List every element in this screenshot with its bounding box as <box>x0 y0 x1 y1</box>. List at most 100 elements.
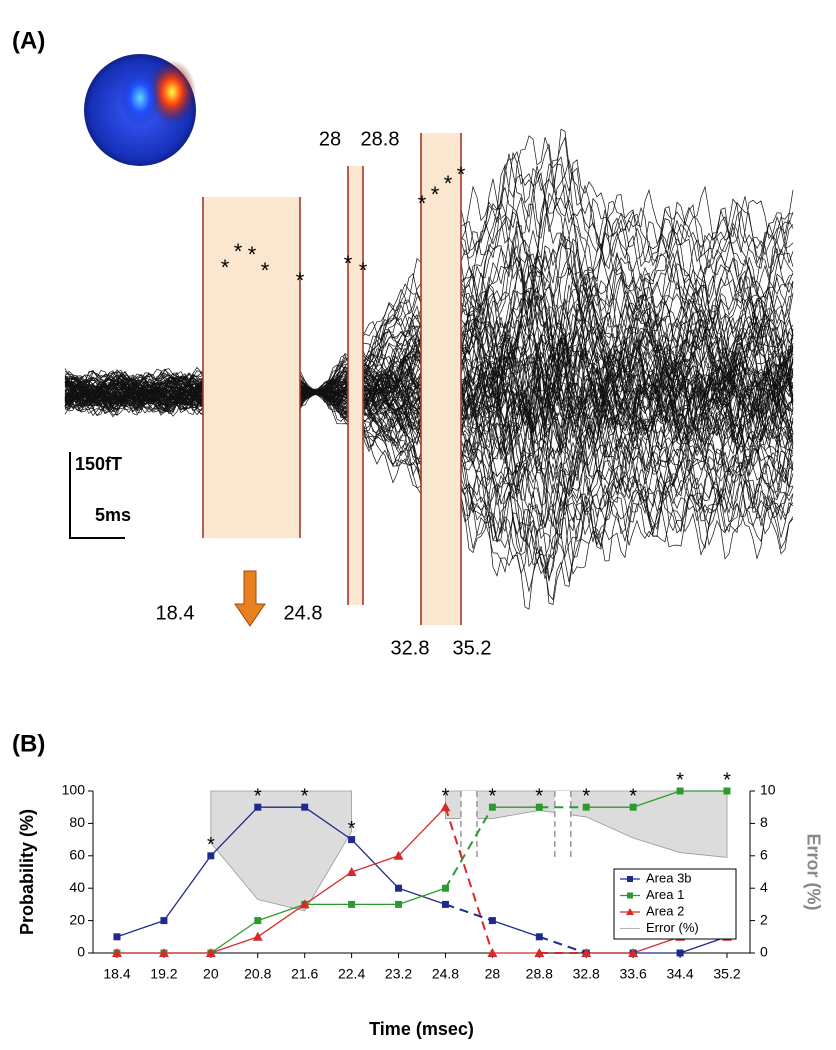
significance-star: * <box>444 171 453 196</box>
significance-star: * <box>207 834 215 856</box>
series-segment <box>538 935 587 954</box>
series-segment <box>398 887 446 906</box>
x-tick-label: 28 <box>485 966 501 982</box>
data-point <box>205 948 216 957</box>
x-tick-label: 33.6 <box>620 966 647 982</box>
legend-label: Area 3b <box>646 870 692 885</box>
axis-break <box>460 791 477 857</box>
series-segment <box>444 806 494 954</box>
data-point <box>395 900 403 908</box>
series-segment <box>210 920 259 954</box>
significance-star: * <box>442 785 450 807</box>
window-end-label: 24.8 <box>284 602 323 624</box>
series-segment <box>445 903 493 922</box>
data-point <box>113 933 121 941</box>
x-tick-label: 24.8 <box>432 966 459 982</box>
data-point <box>160 917 168 925</box>
window-start-label: 28 <box>319 128 341 150</box>
legend-label: Area 1 <box>646 887 684 902</box>
data-point <box>535 803 543 811</box>
legend-label: Area 2 <box>646 903 684 918</box>
series-segment <box>304 871 352 905</box>
window-end-label: 35.2 <box>453 637 492 659</box>
y-tick-label: 100 <box>62 782 86 798</box>
series-segment <box>116 919 165 938</box>
arrow <box>234 570 266 627</box>
data-point <box>299 899 310 909</box>
data-point <box>441 884 449 892</box>
y2-tick-label: 6 <box>760 847 768 863</box>
y2-tick-label: 2 <box>760 911 768 927</box>
data-point <box>158 948 169 957</box>
y-tick-label: 40 <box>69 879 85 895</box>
significance-star: * <box>348 818 356 840</box>
data-point <box>440 802 451 812</box>
series-segment <box>398 806 446 857</box>
significance-star: * <box>296 268 305 293</box>
y2-tick-label: 0 <box>760 944 768 960</box>
x-tick-label: 21.6 <box>291 966 318 982</box>
data-point <box>488 917 496 925</box>
y-tick-label: 80 <box>69 814 85 830</box>
x-tick-label: 34.4 <box>666 966 693 982</box>
y2-tick-label: 8 <box>760 814 768 830</box>
time-window <box>421 133 461 625</box>
data-point <box>628 948 639 957</box>
significance-star: * <box>535 785 543 807</box>
data-point <box>676 787 684 795</box>
legend-box <box>613 868 737 940</box>
y-tick-label: 0 <box>77 944 85 960</box>
data-point <box>395 884 403 892</box>
window-start-label: 18.4 <box>156 602 195 624</box>
x-axis-title: Time (msec) <box>369 1019 474 1039</box>
head-blue-spot <box>120 70 160 126</box>
panel-label: (A) <box>12 27 45 54</box>
x-tick-label: 18.4 <box>103 966 130 982</box>
time-window <box>348 166 363 605</box>
significance-star: * <box>629 785 637 807</box>
series-segment <box>444 806 494 889</box>
significance-star: * <box>723 769 731 791</box>
series-segment <box>632 790 681 808</box>
x-tick-label: 32.8 <box>573 966 600 982</box>
significance-star: * <box>301 785 309 807</box>
significance-star: * <box>582 785 590 807</box>
data-point <box>629 803 637 811</box>
data-point <box>581 948 592 957</box>
significance-star: * <box>676 769 684 791</box>
series-segment <box>163 855 212 921</box>
window-start-label: 32.8 <box>391 637 430 659</box>
series-segment <box>351 855 399 873</box>
data-point <box>301 803 309 811</box>
head-red-spot <box>148 60 196 124</box>
legend-label: Error (%) <box>646 920 699 935</box>
series-segment <box>304 806 352 841</box>
data-point <box>348 836 356 844</box>
y-tick-label: 20 <box>69 911 85 927</box>
data-point <box>393 850 404 860</box>
x-tick-label: 19.2 <box>150 966 177 982</box>
significance-star: * <box>359 258 368 283</box>
data-point <box>112 948 122 957</box>
series-segment <box>257 903 305 922</box>
x-tick-label: 20 <box>203 966 219 982</box>
data-point <box>534 948 545 957</box>
x-tick-label: 22.4 <box>338 966 365 982</box>
data-point <box>252 931 263 941</box>
legend-marker <box>627 876 633 882</box>
data-point <box>676 949 684 957</box>
y2-axis-title: Error (%) <box>803 833 823 910</box>
series-segment <box>257 903 306 938</box>
data-point <box>254 917 262 925</box>
data-point <box>535 933 543 941</box>
significance-star: * <box>234 239 243 264</box>
significance-star: * <box>431 182 440 207</box>
significance-star: * <box>457 162 466 187</box>
scale-time: 5ms <box>95 505 131 525</box>
significance-star: * <box>221 255 230 280</box>
error-area <box>210 790 353 912</box>
data-point <box>207 852 215 860</box>
y-axis-title: Probability (%) <box>17 809 37 935</box>
